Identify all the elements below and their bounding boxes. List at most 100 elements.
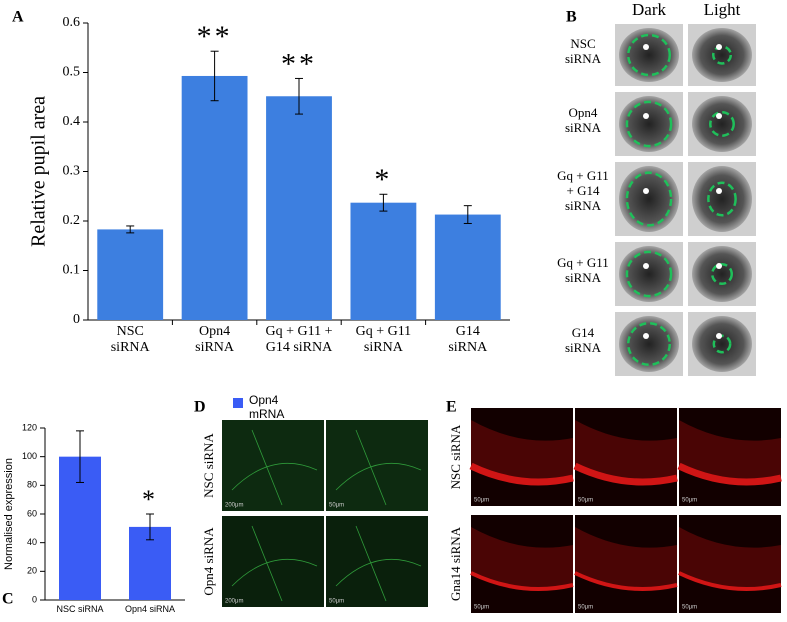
nuclear-layer bbox=[470, 571, 574, 591]
eye bbox=[619, 96, 679, 152]
panel-label: C bbox=[2, 591, 14, 608]
y-axis-title: Relative pupil area bbox=[28, 96, 50, 247]
x-tick-label: Gq + G11 + G14 siRNA bbox=[265, 324, 333, 356]
bar bbox=[350, 202, 417, 320]
pupil-outline bbox=[626, 321, 672, 367]
bar bbox=[434, 214, 501, 320]
scale-label: 50μm bbox=[474, 605, 489, 611]
x-tick-label: G14 siRNA bbox=[448, 324, 488, 356]
neurite bbox=[335, 429, 422, 506]
eye bbox=[692, 316, 752, 372]
y-tick-label: 120 bbox=[22, 422, 37, 432]
pupil-outline bbox=[625, 100, 673, 148]
eye bbox=[619, 166, 679, 232]
nuclear-layer bbox=[573, 462, 678, 486]
reflection bbox=[716, 113, 722, 119]
pupil-outline bbox=[711, 263, 733, 285]
y-tick-label: 0 bbox=[32, 594, 37, 604]
scale-label: 50μm bbox=[578, 498, 593, 504]
pupil-outline bbox=[709, 111, 735, 137]
row-label: Gq + G11 siRNA bbox=[557, 255, 609, 285]
scale-label: 50μm bbox=[682, 605, 697, 611]
micrograph bbox=[222, 420, 324, 511]
significance-marker: ** bbox=[197, 20, 233, 53]
reflection bbox=[643, 333, 649, 339]
nuclear-layer bbox=[678, 571, 782, 591]
row-label: Opn4 siRNA bbox=[201, 527, 216, 596]
row-label: NSC siRNA bbox=[448, 424, 463, 489]
micrograph bbox=[222, 516, 324, 607]
tissue-layer bbox=[575, 527, 677, 591]
neurite bbox=[231, 429, 318, 506]
significance-marker: * bbox=[374, 163, 392, 196]
y-tick-label: 0.2 bbox=[63, 213, 81, 228]
pupil-outline bbox=[707, 181, 737, 217]
x-tick-label: NSC siRNA bbox=[110, 324, 150, 356]
reflection bbox=[716, 188, 722, 194]
micrograph bbox=[326, 516, 428, 607]
y-tick-label: 0 bbox=[73, 312, 80, 327]
row-label: NSC siRNA bbox=[564, 36, 602, 66]
scale-label: 50μm bbox=[682, 498, 697, 504]
reflection bbox=[643, 44, 649, 50]
x-tick-label: NSC siRNA bbox=[56, 604, 104, 614]
tissue-layer bbox=[575, 420, 677, 484]
scale-label: 200μm bbox=[225, 503, 243, 509]
y-tick-label: 0.4 bbox=[63, 114, 81, 129]
panel-label: E bbox=[446, 399, 457, 416]
row-label: NSC siRNA bbox=[201, 433, 216, 498]
reflection bbox=[716, 333, 722, 339]
panel-label: D bbox=[194, 399, 206, 416]
nuclear-layer bbox=[677, 462, 782, 486]
y-tick-label: 40 bbox=[27, 537, 37, 547]
tissue-layer bbox=[471, 527, 573, 591]
eye bbox=[692, 28, 752, 82]
scale-label: 200μm bbox=[225, 599, 243, 605]
scale-label: 50μm bbox=[329, 599, 344, 605]
row-label: G14 siRNA bbox=[564, 325, 602, 355]
pupil-outline bbox=[625, 250, 673, 298]
y-tick-label: 80 bbox=[27, 480, 37, 490]
reflection bbox=[643, 188, 649, 194]
panel-label: B bbox=[566, 9, 577, 26]
eye bbox=[619, 246, 679, 302]
y-tick-label: 20 bbox=[27, 566, 37, 576]
significance-marker: ** bbox=[281, 47, 317, 80]
y-tick-label: 0.1 bbox=[63, 263, 81, 278]
y-tick-label: 100 bbox=[22, 451, 37, 461]
pupil-outline bbox=[625, 171, 673, 227]
y-tick-label: 0.5 bbox=[63, 65, 81, 80]
legend-swatch bbox=[233, 398, 243, 408]
row-label: Opn4 siRNA bbox=[564, 105, 602, 135]
pupil-outline bbox=[711, 45, 733, 65]
pupil-outline bbox=[626, 33, 672, 77]
row-label: Gna14 siRNA bbox=[448, 526, 463, 601]
column-label: Light bbox=[704, 0, 741, 19]
nuclear-layer bbox=[469, 462, 574, 486]
reflection bbox=[643, 263, 649, 269]
reflection bbox=[716, 263, 722, 269]
reflection bbox=[716, 44, 722, 50]
reflection bbox=[643, 113, 649, 119]
row-label: Gq + G11 + G14 siRNA bbox=[557, 168, 609, 213]
x-tick-label: Gq + G11 siRNA bbox=[355, 324, 412, 356]
y-axis-title: Normalised expression bbox=[3, 458, 15, 570]
column-label: Dark bbox=[632, 0, 666, 19]
tissue-layer bbox=[679, 420, 781, 484]
tissue-layer bbox=[471, 420, 573, 484]
eye bbox=[692, 246, 752, 302]
bar bbox=[266, 96, 332, 320]
scale-label: 50μm bbox=[578, 605, 593, 611]
neurite bbox=[231, 525, 318, 602]
bar bbox=[181, 75, 248, 320]
panel-label: A bbox=[12, 9, 24, 26]
x-tick-label: Opn4 siRNA bbox=[124, 604, 176, 614]
y-tick-label: 0.3 bbox=[63, 164, 81, 179]
eye bbox=[692, 96, 752, 152]
bar bbox=[97, 229, 164, 320]
significance-marker: * bbox=[142, 485, 158, 514]
x-tick-label: Opn4 siRNA bbox=[195, 324, 235, 356]
scale-label: 50μm bbox=[329, 503, 344, 509]
